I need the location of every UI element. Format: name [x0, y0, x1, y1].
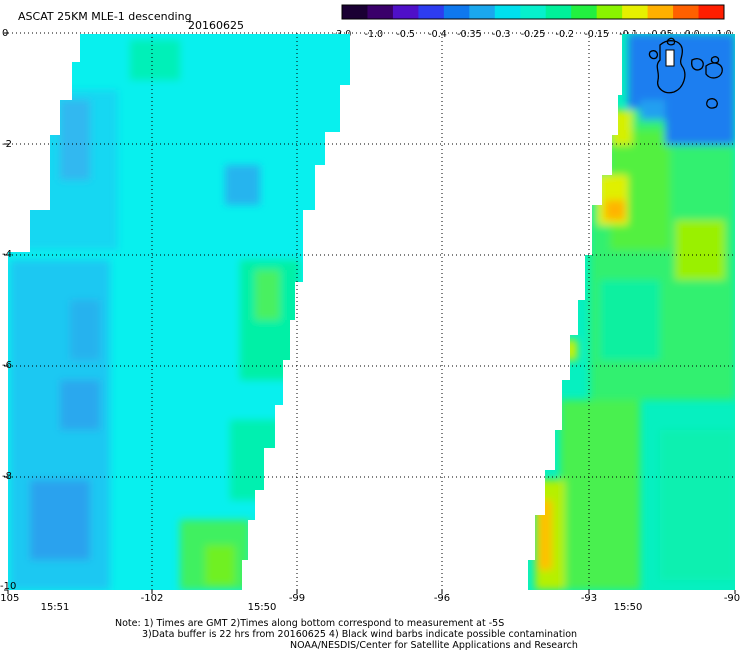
- colorbar: [341, 4, 725, 20]
- colorbar-tick-label: -0.35: [457, 29, 482, 40]
- colorbar-swatch: [367, 5, 394, 19]
- colorbar-tick-label: -1.0: [365, 29, 384, 40]
- time-labels: 15:51 15:50 15:50: [41, 602, 643, 613]
- colorbar-tick-label: -0.25: [521, 29, 546, 40]
- colorbar-tick-label: -0.2: [556, 29, 575, 40]
- note-line-2: 3)Data buffer is 22 hrs from 20160625 4)…: [142, 629, 577, 640]
- colorbar-swatch: [469, 5, 496, 19]
- colorbar-tick-label: -0.5: [396, 29, 415, 40]
- colorbar-swatch: [622, 5, 649, 19]
- axis-ticks: [4, 32, 736, 594]
- colorbar-swatch: [596, 5, 623, 19]
- lat-label: -4: [2, 249, 12, 260]
- colorbar-swatch: [392, 5, 419, 19]
- colorbar-swatch: [571, 5, 598, 19]
- latitude-labels: 0 -2 -4 -6 -8 -10: [0, 28, 16, 592]
- time-label: 15:51: [41, 602, 70, 613]
- lat-label: 0: [2, 28, 8, 39]
- lon-label: -99: [289, 593, 305, 604]
- colorbar-swatch: [494, 5, 521, 19]
- colorbar-swatch: [673, 5, 700, 19]
- lat-label: -10: [0, 581, 16, 592]
- lat-label: -6: [2, 360, 12, 371]
- lon-label: -102: [141, 593, 164, 604]
- lon-label: -93: [581, 593, 597, 604]
- colorbar-swatch: [698, 5, 725, 19]
- footer-notes: Note: 1) Times are GMT 2)Times along bot…: [115, 618, 578, 650]
- colorbar-tick-label: -0.4: [428, 29, 447, 40]
- right-swath-data: [528, 34, 735, 590]
- map-date: 20160625: [188, 19, 244, 32]
- colorbar-tick-label: -0.15: [584, 29, 609, 40]
- lon-label: -96: [434, 593, 450, 604]
- colorbar-swatch: [545, 5, 572, 19]
- lon-label: -105: [0, 593, 19, 604]
- island-coastlines: [648, 37, 723, 109]
- left-swath-data: [8, 34, 350, 590]
- lat-label: -8: [2, 471, 12, 482]
- colorbar-swatch: [647, 5, 674, 19]
- note-line-3: NOAA/NESDIS/Center for Satellite Applica…: [290, 640, 578, 650]
- colorbar-swatch: [342, 5, 368, 19]
- note-line-1: Note: 1) Times are GMT 2)Times along bot…: [115, 618, 504, 629]
- lat-label: -2: [2, 139, 12, 150]
- time-label: 15:50: [614, 602, 643, 613]
- lon-label: -90: [724, 593, 740, 604]
- map-title: ASCAT 25KM MLE-1 descending: [18, 10, 192, 23]
- colorbar-swatch: [418, 5, 445, 19]
- colorbar-swatch: [443, 5, 470, 19]
- map-grid: [8, 32, 735, 590]
- colorbar-frame: [341, 4, 725, 20]
- colorbar-tick-label: -0.3: [492, 29, 511, 40]
- time-label: 15:50: [248, 602, 277, 613]
- longitude-labels: -105 -102 -99 -96 -93 -90: [0, 593, 740, 604]
- colorbar-swatch: [520, 5, 547, 19]
